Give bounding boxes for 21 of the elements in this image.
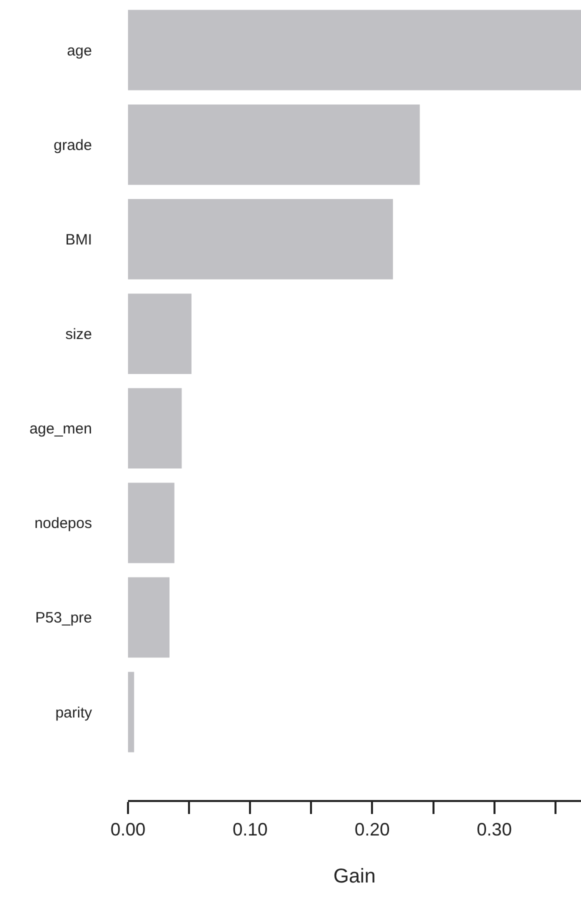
bar — [128, 10, 581, 90]
y-tick-label: grade — [54, 136, 92, 154]
x-tick-label: 0.30 — [476, 819, 512, 840]
y-tick-label: BMI — [65, 231, 92, 248]
x-tick-label: 0.00 — [110, 819, 146, 840]
y-tick-label: size — [65, 326, 92, 344]
x-tick-label: 0.10 — [232, 819, 268, 840]
x-tick-label: 0.20 — [354, 819, 390, 840]
y-tick-label: age — [66, 42, 92, 60]
bar — [128, 294, 192, 374]
bar — [128, 577, 170, 658]
bar — [128, 104, 420, 185]
y-tick-label: nodepos — [34, 515, 92, 532]
bar — [128, 388, 182, 469]
y-tick-label: P53_pre — [35, 610, 92, 627]
x-axis-title: Gain — [333, 865, 376, 888]
y-tick-label: parity — [55, 704, 92, 722]
bar — [128, 672, 134, 752]
y-tick-label: age_men — [29, 420, 92, 438]
bar — [128, 199, 393, 280]
bar — [128, 482, 174, 564]
